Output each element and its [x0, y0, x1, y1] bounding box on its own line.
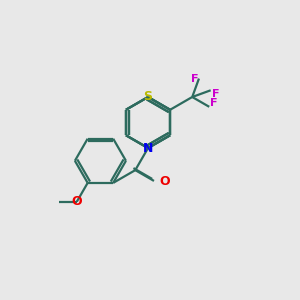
Text: S: S — [143, 91, 152, 103]
Text: O: O — [159, 176, 169, 188]
Text: F: F — [210, 98, 218, 108]
Text: N: N — [143, 142, 153, 154]
Text: F: F — [191, 74, 199, 84]
Text: F: F — [212, 89, 219, 99]
Text: O: O — [71, 195, 82, 208]
